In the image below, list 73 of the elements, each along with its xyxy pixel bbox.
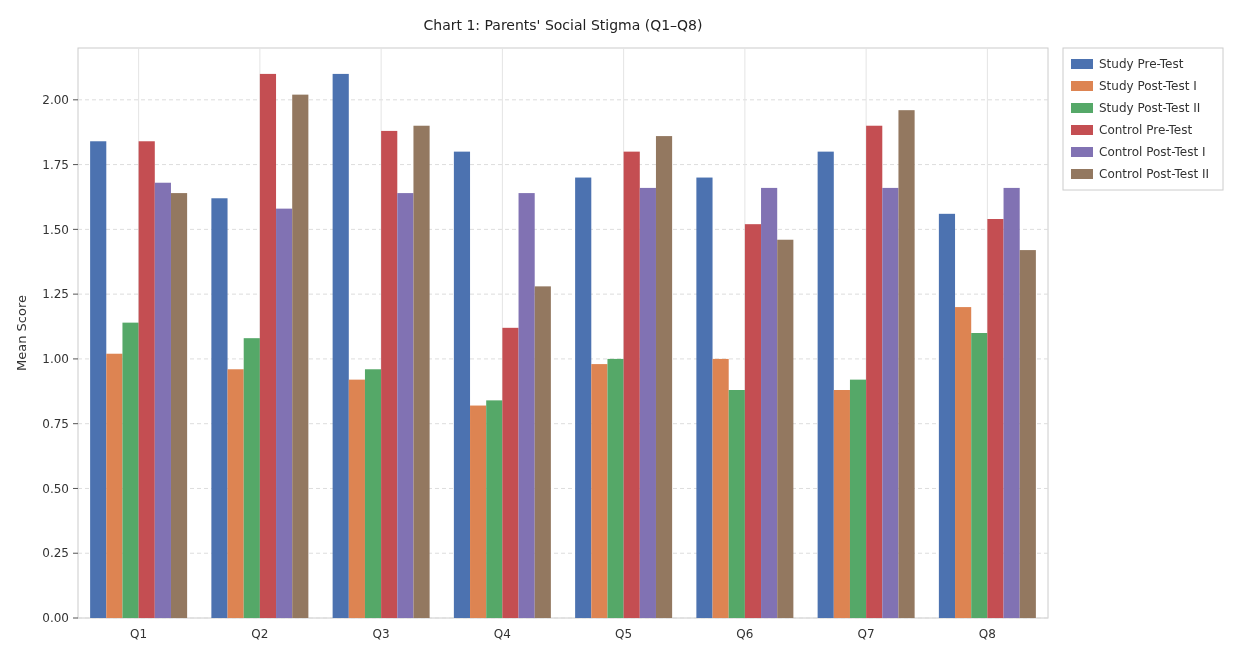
bar [744,224,762,618]
chart-title: Chart 1: Parents' Social Stigma (Q1–Q8) [423,17,703,33]
bar [276,208,293,618]
bar [381,130,398,618]
bar [696,177,713,618]
bar [259,73,277,618]
bar [397,193,414,618]
bar [882,187,899,618]
x-tick-label: Q1 [130,627,148,641]
bar [728,390,745,618]
y-tick-label: 1.75 [42,157,69,172]
y-tick-label: 0.00 [42,611,69,626]
bar [453,151,471,618]
x-tick-label: Q8 [978,627,996,641]
bar [607,358,624,618]
x-tick-label: Q5 [615,627,633,641]
x-tick-label: Q3 [372,627,390,641]
bar [122,322,139,618]
bar [227,369,244,618]
bar [154,182,171,618]
bar [413,125,430,618]
y-tick-label: 0.50 [42,481,69,496]
bar [138,141,155,618]
bar [90,141,107,618]
bar [518,193,535,618]
x-tick-label: Q7 [857,627,875,641]
bar [364,369,382,618]
y-tick-label: 1.50 [42,222,69,237]
bar [866,125,883,618]
legend-label: Control Pre-Test [1099,123,1193,137]
bar [106,353,123,618]
bar [534,286,551,618]
legend-label: Control Post-Test I [1099,145,1206,159]
bar [655,136,673,618]
bar [849,379,867,618]
x-tick-label: Q4 [493,627,511,641]
bar [292,94,309,618]
bar [971,333,988,618]
legend-label: Study Post-Test I [1099,79,1197,93]
bar [987,219,1004,618]
bar [502,327,519,618]
y-axis-title: Mean Score [14,295,29,371]
y-tick-label: 1.00 [42,352,69,367]
bar [1003,187,1020,618]
legend-label: Study Pre-Test [1099,57,1184,71]
bar [833,390,850,618]
bar [332,73,349,618]
y-tick-label: 0.25 [42,546,69,561]
bar [623,151,640,618]
bar [470,405,487,618]
bar [170,193,188,618]
bar [955,307,972,618]
bar [817,151,834,618]
bar [1019,250,1036,618]
x-tick-label: Q6 [736,627,754,641]
bar [348,379,365,618]
bar [777,239,794,618]
bar [712,358,729,618]
bar [761,187,778,618]
y-tick-label: 1.25 [42,287,69,302]
bar [591,364,608,618]
bar [938,213,956,618]
bar [639,187,656,618]
bar [898,110,915,618]
bar [575,177,592,618]
legend-label: Control Post-Test II [1099,167,1210,181]
bar [243,338,260,618]
x-tick-label: Q2 [251,627,269,641]
legend-label: Study Post-Test II [1099,101,1201,115]
y-tick-label: 2.00 [42,93,69,108]
bar [211,198,228,618]
bar [486,400,503,618]
y-tick-label: 0.75 [42,416,69,431]
